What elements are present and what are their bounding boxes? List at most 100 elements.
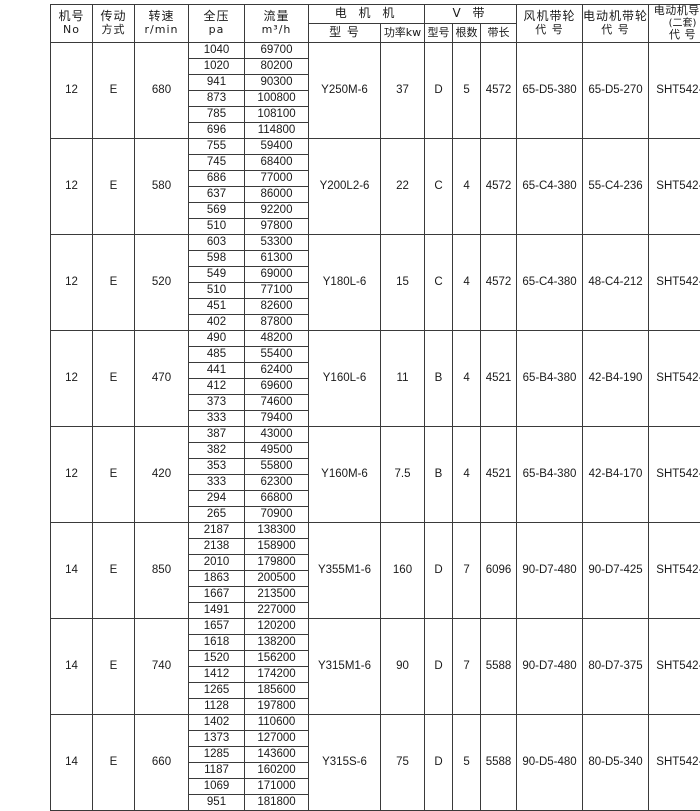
cell-total-pressure: 1040: [189, 43, 245, 59]
cell-flow: 156200: [245, 651, 309, 667]
cell-flow: 77000: [245, 171, 309, 187]
cell-total-pressure: 1657: [189, 619, 245, 635]
cell-drive-type: E: [93, 715, 135, 811]
cell-motor-pulley: 80-D7-375: [583, 619, 649, 715]
cell-drive-type: E: [93, 43, 135, 139]
cell-drive-type: E: [93, 139, 135, 235]
header-motor-group: 电 机 机: [309, 5, 425, 24]
cell-flow: 158900: [245, 539, 309, 555]
cell-speed: 850: [135, 523, 189, 619]
cell-total-pressure: 333: [189, 411, 245, 427]
cell-drive-type: E: [93, 619, 135, 715]
cell-fan-pulley: 65-C4-380: [517, 139, 583, 235]
cell-total-pressure: 686: [189, 171, 245, 187]
header-speed: 转速 r/min: [135, 5, 189, 43]
cell-total-pressure: 549: [189, 267, 245, 283]
cell-flow: 69600: [245, 379, 309, 395]
cell-total-pressure: 265: [189, 507, 245, 523]
cell-total-pressure: 402: [189, 315, 245, 331]
cell-motor-rail: SHT542-2: [649, 235, 700, 331]
cell-total-pressure: 637: [189, 187, 245, 203]
cell-motor-rail: SHT542-6: [649, 523, 700, 619]
cell-vbelt-count: 5: [453, 715, 481, 811]
cell-vbelt-count: 7: [453, 523, 481, 619]
cell-total-pressure: 1285: [189, 747, 245, 763]
cell-fan-pulley: 90-D5-480: [517, 715, 583, 811]
cell-motor-pulley: 48-C4-212: [583, 235, 649, 331]
cell-fan-pulley: 65-B4-380: [517, 427, 583, 523]
cell-total-pressure: 373: [189, 395, 245, 411]
cell-flow: 92200: [245, 203, 309, 219]
header-vbelt-count: 根数: [453, 24, 481, 43]
cell-total-pressure: 1863: [189, 571, 245, 587]
cell-total-pressure: 1618: [189, 635, 245, 651]
cell-flow: 55800: [245, 459, 309, 475]
cell-total-pressure: 1128: [189, 699, 245, 715]
header-row-top: 机号 No 传动 方式 转速 r/min 全压 pa 流量 m³/h: [51, 5, 700, 24]
cell-motor-power: 90: [381, 619, 425, 715]
cell-flow: 53300: [245, 235, 309, 251]
cell-vbelt-type: D: [425, 43, 453, 139]
table-header: 机号 No 传动 方式 转速 r/min 全压 pa 流量 m³/h: [51, 5, 700, 43]
cell-flow: 61300: [245, 251, 309, 267]
header-machine-no: 机号 No: [51, 5, 93, 43]
cell-speed: 680: [135, 43, 189, 139]
cell-flow: 171000: [245, 779, 309, 795]
cell-fan-pulley: 65-B4-380: [517, 331, 583, 427]
cell-total-pressure: 1265: [189, 683, 245, 699]
header-motor-rail: 电动机导轨 (二套) 代 号: [649, 5, 700, 43]
cell-vbelt-length: 6096: [481, 523, 517, 619]
cell-total-pressure: 603: [189, 235, 245, 251]
header-motor-power: 功率kw: [381, 24, 425, 43]
cell-total-pressure: 1402: [189, 715, 245, 731]
cell-machine-no: 12: [51, 235, 93, 331]
cell-total-pressure: 1520: [189, 651, 245, 667]
cell-vbelt-length: 5588: [481, 715, 517, 811]
cell-motor-power: 11: [381, 331, 425, 427]
cell-flow: 120200: [245, 619, 309, 635]
cell-vbelt-count: 5: [453, 43, 481, 139]
cell-motor-rail: SHT542-5: [649, 715, 700, 811]
cell-total-pressure: 353: [189, 459, 245, 475]
cell-flow: 49500: [245, 443, 309, 459]
cell-flow: 43000: [245, 427, 309, 443]
header-total-pressure: 全压 pa: [189, 5, 245, 43]
header-vbelt-length: 带长: [481, 24, 517, 43]
cell-motor-rail: SHT542-1: [649, 427, 700, 523]
cell-motor-pulley: 90-D7-425: [583, 523, 649, 619]
cell-flow: 100800: [245, 91, 309, 107]
cell-motor-pulley: 65-D5-270: [583, 43, 649, 139]
cell-flow: 110600: [245, 715, 309, 731]
cell-flow: 185600: [245, 683, 309, 699]
cell-vbelt-type: C: [425, 235, 453, 331]
cell-motor-pulley: 42-B4-170: [583, 427, 649, 523]
cell-motor-model: Y160L-6: [309, 331, 381, 427]
cell-vbelt-type: B: [425, 331, 453, 427]
cell-vbelt-length: 4572: [481, 235, 517, 331]
cell-motor-model: Y250M-6: [309, 43, 381, 139]
cell-motor-pulley: 80-D5-340: [583, 715, 649, 811]
cell-flow: 68400: [245, 155, 309, 171]
cell-flow: 127000: [245, 731, 309, 747]
cell-total-pressure: 598: [189, 251, 245, 267]
cell-vbelt-length: 5588: [481, 619, 517, 715]
cell-motor-model: Y200L2-6: [309, 139, 381, 235]
cell-motor-rail: SHT542-4: [649, 43, 700, 139]
cell-motor-model: Y315S-6: [309, 715, 381, 811]
header-motor-pulley: 电动机带轮 代 号: [583, 5, 649, 43]
cell-flow: 69700: [245, 43, 309, 59]
cell-flow: 181800: [245, 795, 309, 811]
cell-flow: 138200: [245, 635, 309, 651]
cell-total-pressure: 755: [189, 139, 245, 155]
header-vbelt-group: V 带: [425, 5, 517, 24]
header-flow: 流量 m³/h: [245, 5, 309, 43]
cell-total-pressure: 1069: [189, 779, 245, 795]
cell-machine-no: 12: [51, 331, 93, 427]
cell-flow: 82600: [245, 299, 309, 315]
cell-fan-pulley: 90-D7-480: [517, 523, 583, 619]
fan-specification-table: 机号 No 传动 方式 转速 r/min 全压 pa 流量 m³/h: [50, 4, 700, 811]
